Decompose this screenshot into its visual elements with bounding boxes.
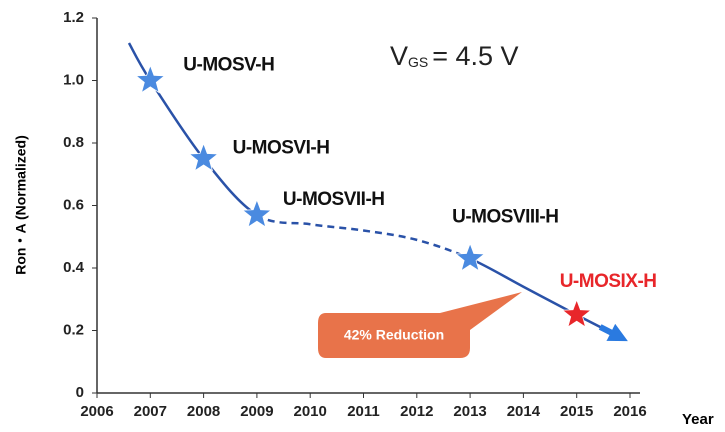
trend-curve <box>256 213 471 260</box>
data-point <box>188 142 219 172</box>
callout-box <box>318 292 522 358</box>
point-label: U-MOSVII-H <box>283 189 385 210</box>
trend-curve <box>127 42 258 216</box>
x-tick-label: 2009 <box>240 403 273 420</box>
x-tick-label: 2013 <box>453 403 486 420</box>
x-tick-label: 2015 <box>560 403 593 420</box>
x-tick-label: 2014 <box>507 403 541 420</box>
data-point <box>454 242 486 272</box>
point-label: U-MOSVIII-H <box>452 207 558 228</box>
y-tick-label: 1.0 <box>63 71 84 88</box>
x-tick-label: 2011 <box>347 403 380 420</box>
y-tick-label: 0.8 <box>63 134 84 151</box>
y-tick-label: 0.6 <box>63 196 84 213</box>
y-tick-label: 0.2 <box>63 321 84 338</box>
x-tick-label: 2008 <box>187 403 220 420</box>
vgs-annotation: VGS = 4.5 V <box>390 41 519 71</box>
data-point <box>134 64 166 94</box>
data-point <box>241 198 273 228</box>
callout-text: 42% Reduction <box>344 327 444 343</box>
data-point <box>561 298 593 328</box>
point-label: U-MOSV-H <box>183 55 274 76</box>
x-tick-label: 2007 <box>134 403 167 420</box>
x-axis-label: Year <box>682 411 714 428</box>
x-tick-label: 2016 <box>613 403 646 420</box>
x-tick-label: 2010 <box>294 403 327 420</box>
y-tick-label: 0.4 <box>63 259 85 276</box>
x-tick-label: 2006 <box>80 403 113 420</box>
point-label: U-MOSIX-H <box>560 271 657 292</box>
point-label: U-MOSVI-H <box>233 138 330 159</box>
x-tick-label: 2012 <box>400 403 433 420</box>
y-tick-label: 0 <box>76 384 84 401</box>
trend-arrow <box>598 323 628 342</box>
y-axis-label: Ron・A (Normalized) <box>13 135 29 274</box>
y-tick-label: 1.2 <box>63 9 84 26</box>
